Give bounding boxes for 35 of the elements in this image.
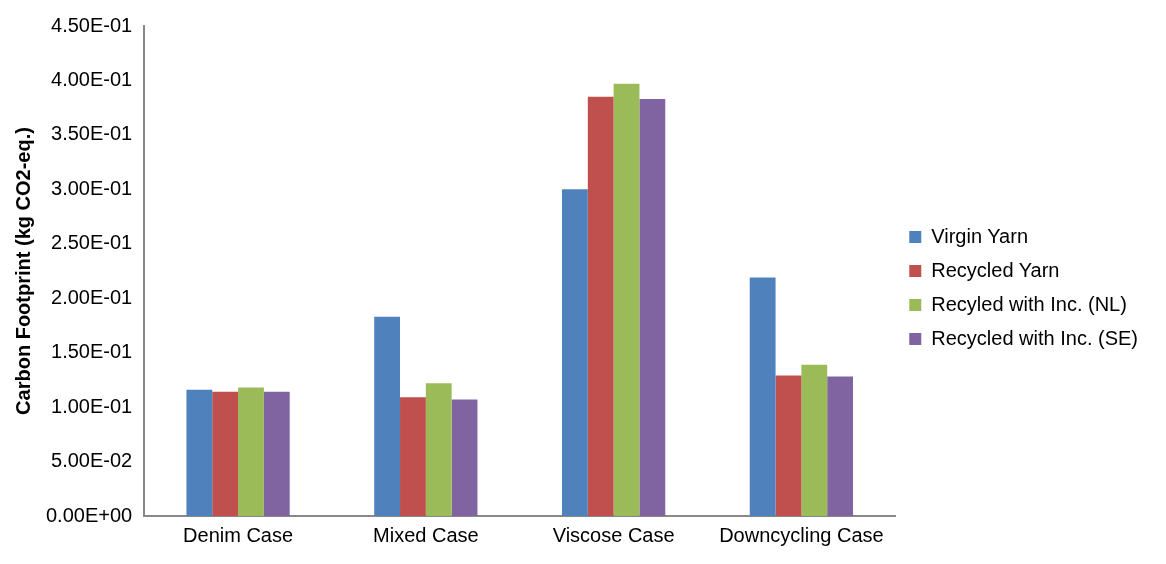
legend-label: Virgin Yarn [931,224,1029,247]
bar [749,277,776,516]
bar [561,189,588,516]
bar [827,376,854,516]
bar [212,391,239,516]
bar [374,316,401,516]
y-axis-title: Carbon Footprint (kg CO2-eq.) [11,127,34,415]
bar [238,387,264,516]
bar [613,83,640,516]
bar [775,375,802,516]
y-tick-label: 0.00E+00 [45,503,133,526]
y-tick-label: 4.50E-01 [51,13,133,36]
x-tick-label: Downcycling Case [719,523,884,546]
y-tick-label: 4.00E-01 [51,67,133,90]
bar [400,397,426,516]
bar [186,389,213,516]
bar [263,391,290,516]
x-tick-label: Viscose Case [552,523,675,546]
y-tick-label: 3.50E-01 [51,122,133,145]
y-tick-label: 2.00E-01 [51,285,133,308]
y-tick-label: 5.00E-02 [51,449,133,472]
bar [425,383,452,516]
x-tick-label: Denim Case [183,523,294,546]
legend-label: Recycled with Inc. (SE) [931,326,1139,349]
y-tick-label: 1.50E-01 [51,340,133,363]
legend-label: Recyled with Inc. (NL) [931,292,1127,315]
y-tick-label: 2.50E-01 [51,231,133,254]
x-tick-label: Mixed Case [373,523,479,546]
bar [587,96,614,516]
bar [451,399,478,516]
y-tick-label: 3.00E-01 [51,176,133,199]
bar [639,98,666,516]
bar [801,364,828,516]
legend-label: Recycled Yarn [931,258,1060,281]
y-tick-label: 1.00E-01 [51,394,133,417]
